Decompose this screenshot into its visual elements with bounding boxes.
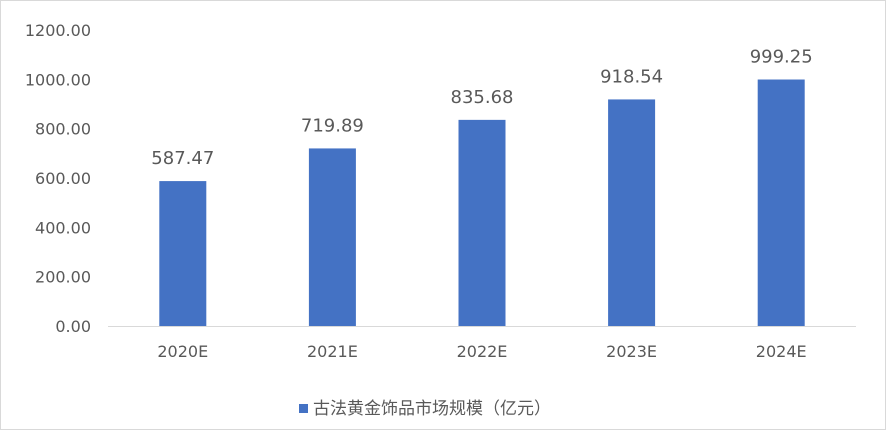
x-tick-label: 2024E — [756, 342, 807, 361]
data-label-2022E: 835.68 — [451, 87, 514, 108]
legend-swatch — [299, 404, 308, 413]
y-tick-label: 1000.00 — [25, 70, 91, 89]
y-tick-label: 200.00 — [35, 268, 91, 287]
data-label-2020E: 587.47 — [151, 148, 214, 169]
bar-2020E — [159, 181, 207, 326]
y-axis: 0.00 200.00 400.00 600.00 800.00 1000.00 1200.… — [25, 21, 91, 336]
bar-2021E — [308, 148, 356, 326]
data-label-2021E: 719.89 — [301, 115, 364, 136]
x-tick-label: 2020E — [157, 342, 208, 361]
data-labels: 587.47 719.89 835.68 918.54 999.25 — [151, 47, 812, 170]
x-tick-label: 2023E — [606, 342, 657, 361]
bar-series — [159, 79, 805, 326]
y-tick-label: 600.00 — [35, 169, 91, 188]
data-label-2024E: 999.25 — [750, 47, 813, 68]
bar-2022E — [458, 119, 506, 326]
y-tick-label: 1200.00 — [25, 21, 91, 40]
y-tick-label: 400.00 — [35, 218, 91, 237]
x-axis: 2020E 2021E 2022E 2023E 2024E — [157, 342, 806, 361]
data-label-2023E: 918.54 — [600, 66, 663, 87]
bar-2023E — [608, 99, 656, 326]
bar-2024E — [757, 79, 805, 326]
legend-label: 古法黄金饰品市场规模（亿元） — [313, 399, 551, 419]
y-tick-label: 0.00 — [55, 317, 91, 336]
x-tick-label: 2021E — [307, 342, 358, 361]
y-tick-label: 800.00 — [35, 120, 91, 139]
legend: 古法黄金饰品市场规模（亿元） — [299, 399, 551, 419]
x-tick-label: 2022E — [457, 342, 508, 361]
